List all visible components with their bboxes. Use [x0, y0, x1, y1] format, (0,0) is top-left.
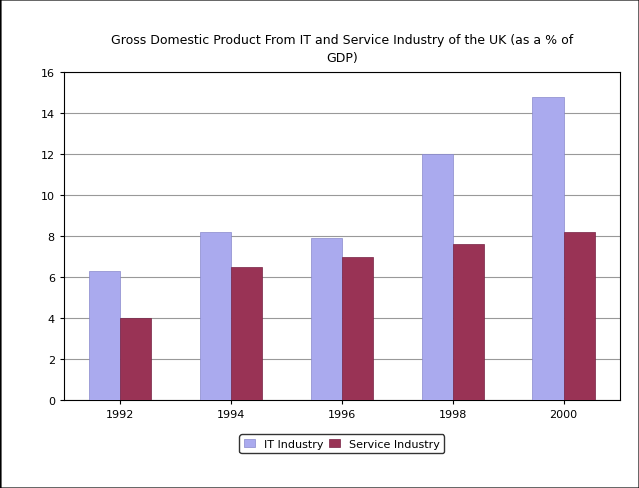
Bar: [564, 233, 594, 400]
Bar: [452, 245, 484, 400]
Bar: [200, 233, 231, 400]
Bar: [342, 257, 373, 400]
Legend: IT Industry, Service Industry: IT Industry, Service Industry: [240, 434, 444, 453]
Bar: [311, 239, 342, 400]
Bar: [231, 267, 262, 400]
Bar: [89, 271, 120, 400]
Title: Gross Domestic Product From IT and Service Industry of the UK (as a % of
GDP): Gross Domestic Product From IT and Servi…: [111, 34, 573, 65]
Bar: [422, 155, 452, 400]
Bar: [120, 319, 151, 400]
Bar: [532, 98, 564, 400]
